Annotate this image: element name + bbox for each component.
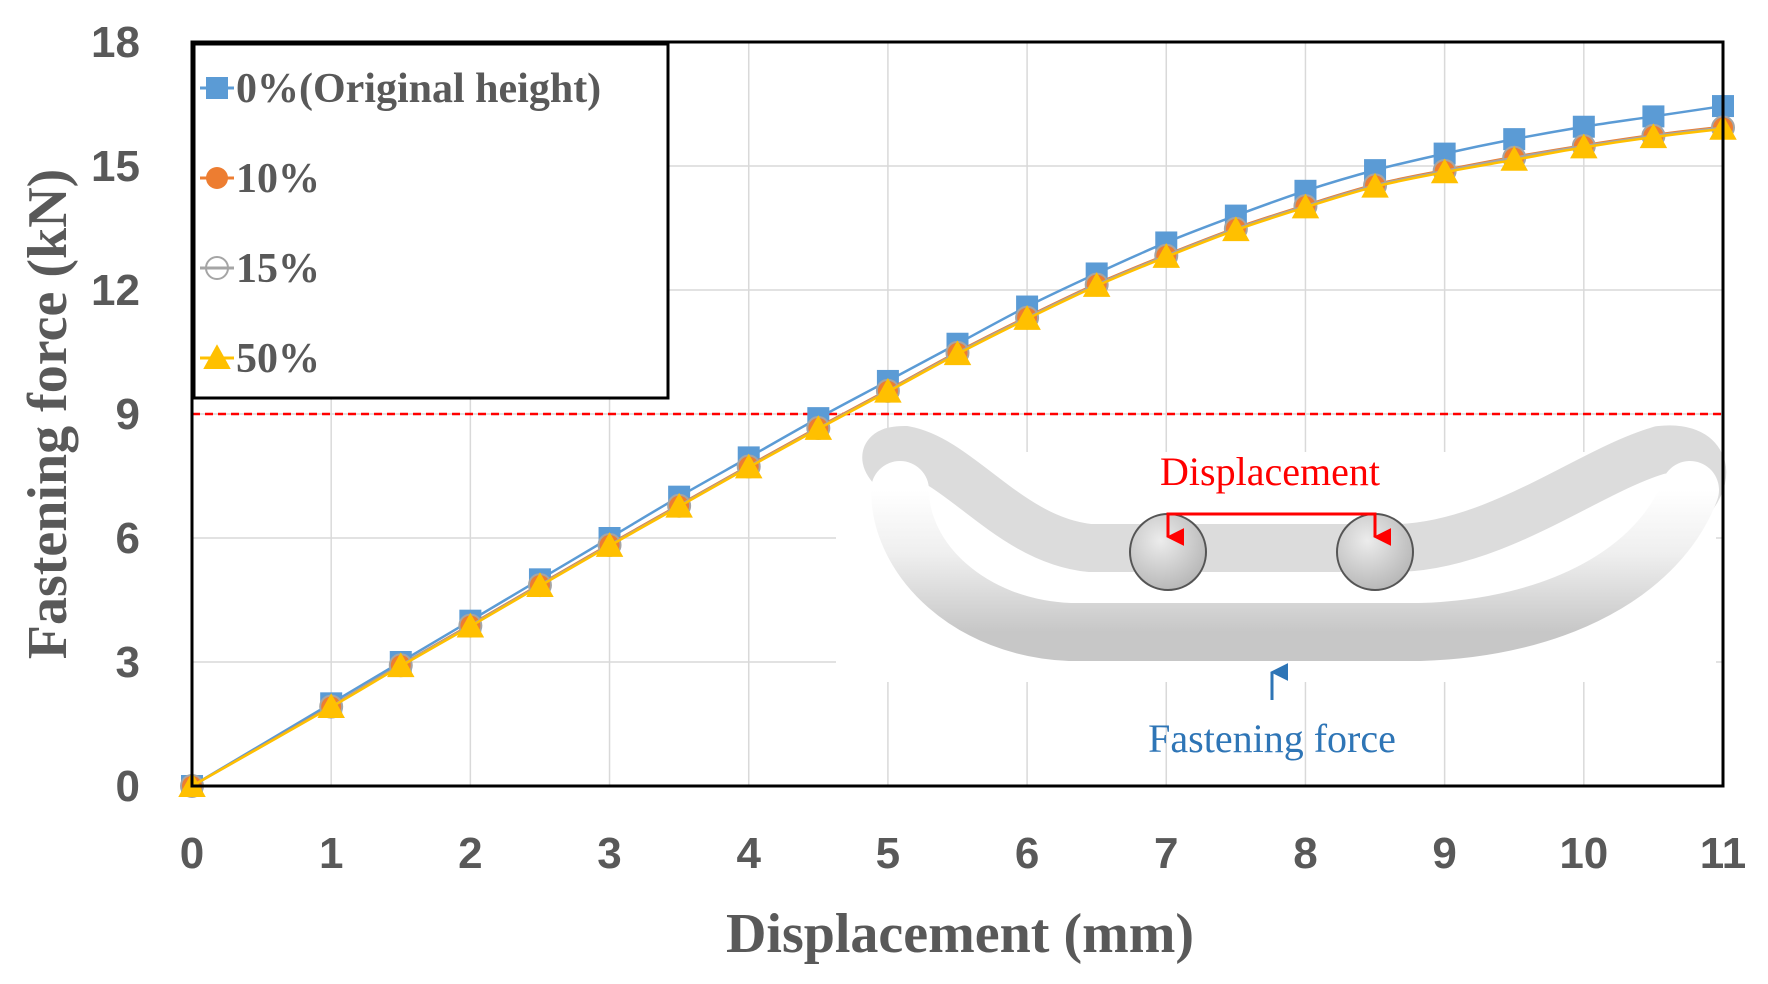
x-tick-label: 0 xyxy=(180,829,204,878)
inset-displacement-label: Displacement xyxy=(1160,449,1380,494)
x-tick-label: 6 xyxy=(1015,829,1039,878)
data-point xyxy=(317,693,345,719)
y-tick-label: 9 xyxy=(116,390,140,439)
data-point xyxy=(874,377,902,403)
plot-area-border xyxy=(190,40,1725,788)
clip-inset-illustration: Displacement Fastening force xyxy=(836,425,1727,761)
data-point xyxy=(526,572,554,597)
x-tick-label: 1 xyxy=(319,829,343,878)
series-line xyxy=(191,127,1724,788)
legend-box xyxy=(192,42,670,400)
legend-marker xyxy=(206,77,228,99)
y-tick-label: 3 xyxy=(116,638,140,687)
data-point xyxy=(943,340,972,366)
data-point xyxy=(1013,305,1041,330)
x-tick-label: 11 xyxy=(1700,829,1747,878)
data-point xyxy=(804,415,833,440)
legend-label: 15% xyxy=(236,246,320,292)
legend-label: 10% xyxy=(236,156,320,202)
series-layer xyxy=(178,95,1737,798)
y-tick-label: 15 xyxy=(91,142,140,191)
data-point xyxy=(456,612,485,638)
data-point xyxy=(734,453,763,479)
data-point xyxy=(1639,123,1668,149)
series-3 xyxy=(178,115,1737,797)
y-tick-label: 18 xyxy=(91,18,140,67)
legend-marker xyxy=(203,344,231,369)
x-axis-title: Displacement (mm) xyxy=(726,903,1194,965)
x-tick-label: 8 xyxy=(1293,829,1317,878)
x-tick-label: 2 xyxy=(458,829,482,878)
y-axis-title: Fastening force (kN) xyxy=(17,169,79,659)
x-tick-label: 10 xyxy=(1559,829,1608,878)
data-point xyxy=(1572,115,1595,138)
legend-entry: 15% xyxy=(200,246,320,292)
data-point xyxy=(665,492,693,518)
data-point xyxy=(1570,133,1598,159)
legend-label: 50% xyxy=(236,336,320,382)
inset-fastening-force-label: Fastening force xyxy=(1148,716,1396,761)
data-point xyxy=(595,532,624,557)
x-tick-label: 4 xyxy=(736,829,761,878)
clip-tube-front xyxy=(871,461,1719,661)
data-point xyxy=(1433,142,1456,165)
legend-marker xyxy=(205,256,229,280)
data-point xyxy=(1291,193,1320,219)
data-point xyxy=(1642,105,1665,128)
data-point xyxy=(1430,158,1459,184)
x-tick-label: 3 xyxy=(597,829,621,878)
y-tick-label: 0 xyxy=(116,762,140,811)
data-point xyxy=(1152,243,1181,268)
data-point xyxy=(1500,146,1528,171)
x-tick-label: 7 xyxy=(1154,829,1178,878)
legend: 0%(Original height) 10% 15% 50% xyxy=(192,42,670,400)
data-point xyxy=(387,652,415,678)
legend-label: 0%(Original height) xyxy=(236,66,601,112)
y-tick-label: 6 xyxy=(116,514,140,563)
legend-entry: 50% xyxy=(200,336,320,382)
legend-entry: 0%(Original height) xyxy=(200,66,601,112)
x-tick-label: 9 xyxy=(1432,829,1456,878)
data-point xyxy=(1361,172,1389,198)
data-point xyxy=(1222,216,1250,242)
x-tick-label: 5 xyxy=(876,829,900,878)
y-tick-label: 12 xyxy=(91,266,140,315)
legend-entry: 10% xyxy=(200,156,320,202)
data-point xyxy=(1082,272,1111,297)
legend-marker xyxy=(206,167,228,189)
data-point xyxy=(1503,128,1526,151)
